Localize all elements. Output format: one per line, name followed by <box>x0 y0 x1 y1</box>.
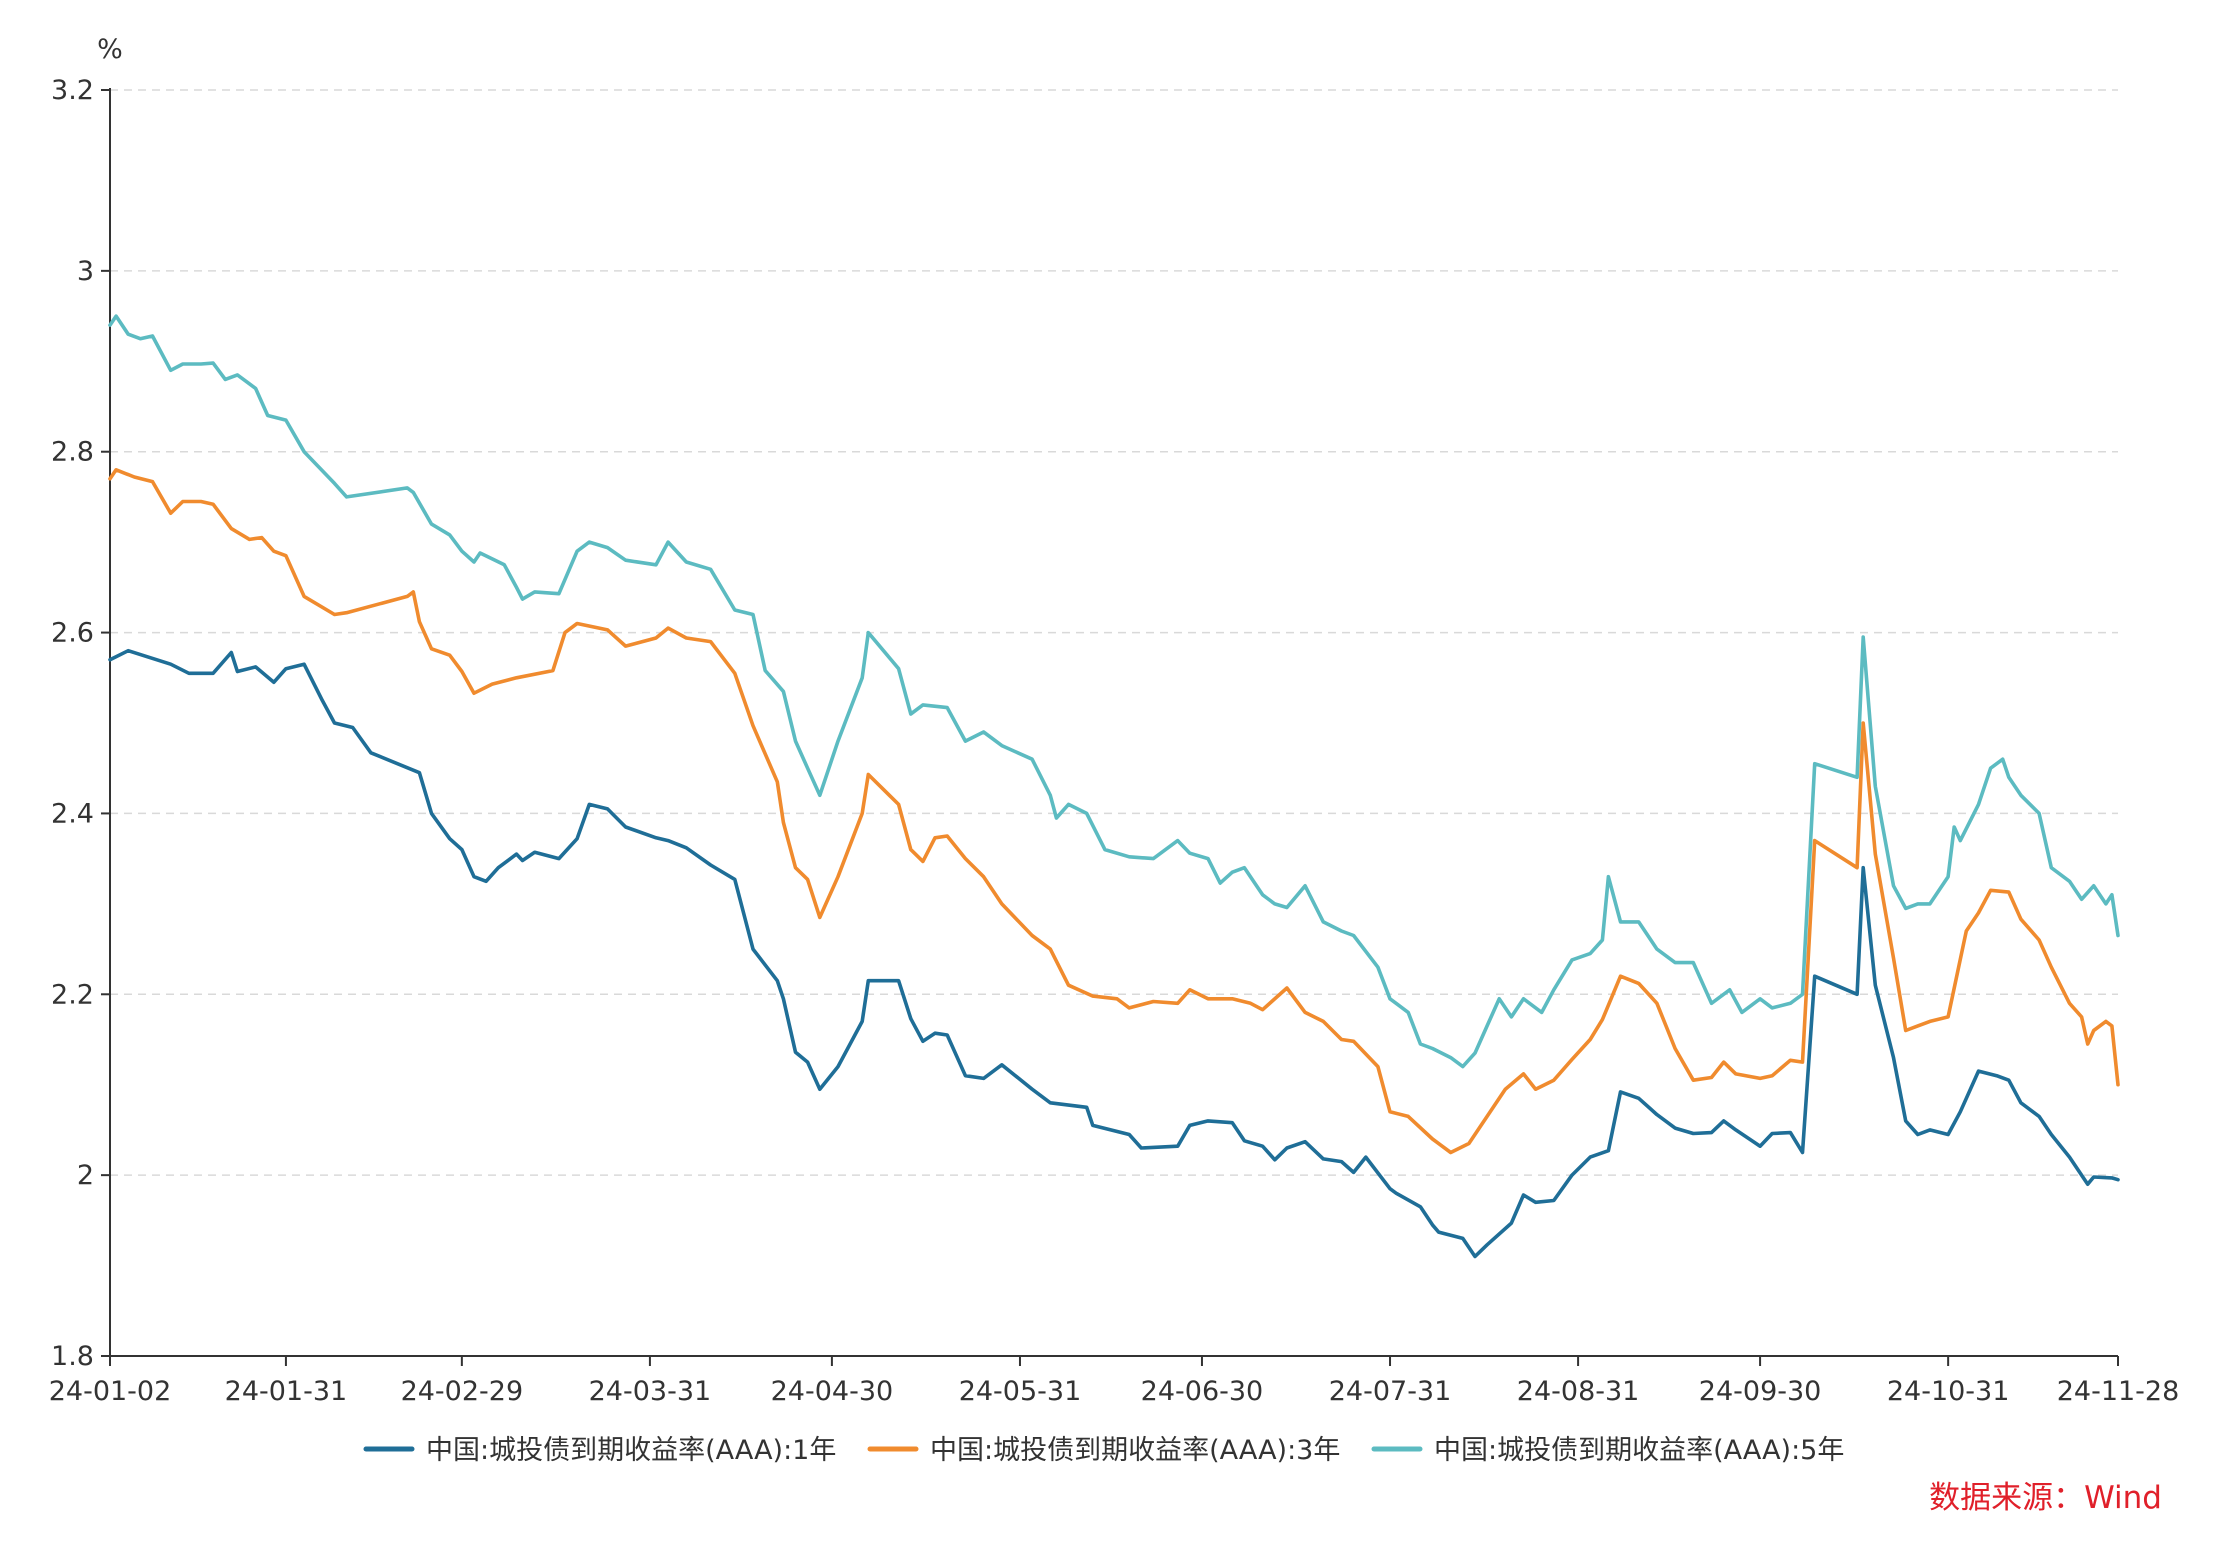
x-tick-label: 24-01-31 <box>225 1376 348 1407</box>
y-tick-label: 2.6 <box>51 618 94 649</box>
x-tick-label: 24-03-31 <box>589 1376 712 1407</box>
y-axis-unit-label: % <box>97 34 123 65</box>
x-tick-label: 24-08-31 <box>1517 1376 1640 1407</box>
data-source-note: 数据来源：Wind <box>1929 1480 2162 1516</box>
y-tick-label: 2.2 <box>51 979 94 1010</box>
axes: % 1.8 2 2.2 2.4 2.6 2.8 3 3.2 24-01-02 24-01-31 24… <box>49 34 2180 1407</box>
y-tick-label: 1.8 <box>51 1341 94 1372</box>
y-tick-label: 2 <box>77 1160 94 1191</box>
legend-label-2: 中国:城投债到期收益率(AAA):3年 <box>930 1435 1340 1466</box>
y-tick-label: 3 <box>77 256 94 287</box>
x-tick-label: 24-07-31 <box>1329 1376 1452 1407</box>
x-tick-label: 24-10-31 <box>1887 1376 2010 1407</box>
x-tick-label: 24-01-02 <box>49 1376 172 1407</box>
y-tick-label: 3.2 <box>51 75 94 106</box>
series-lines <box>108 314 2120 1259</box>
legend-label-1: 中国:城投债到期收益率(AAA):1年 <box>426 1435 836 1466</box>
x-tick-label: 24-09-30 <box>1699 1376 1822 1407</box>
series-line-2 <box>108 467 2120 1155</box>
y-tick-label: 2.4 <box>51 798 94 829</box>
x-tick-label: 24-04-30 <box>771 1376 894 1407</box>
legend-label-3: 中国:城投债到期收益率(AAA):5年 <box>1434 1435 1844 1466</box>
x-tick-label: 24-02-29 <box>401 1376 524 1407</box>
gridlines <box>110 89 2118 1176</box>
legend: 中国:城投债到期收益率(AAA):1年 中国:城投债到期收益率(AAA):3年 中国… <box>363 1435 1844 1466</box>
y-tick-label: 2.8 <box>51 437 94 468</box>
x-tick-label: 24-06-30 <box>1141 1376 1264 1407</box>
series-line-3 <box>108 314 2120 1069</box>
x-tick-label: 24-11-28 <box>2057 1376 2180 1407</box>
series-line-1 <box>108 648 2120 1259</box>
x-tick-label: 24-05-31 <box>959 1376 1082 1407</box>
